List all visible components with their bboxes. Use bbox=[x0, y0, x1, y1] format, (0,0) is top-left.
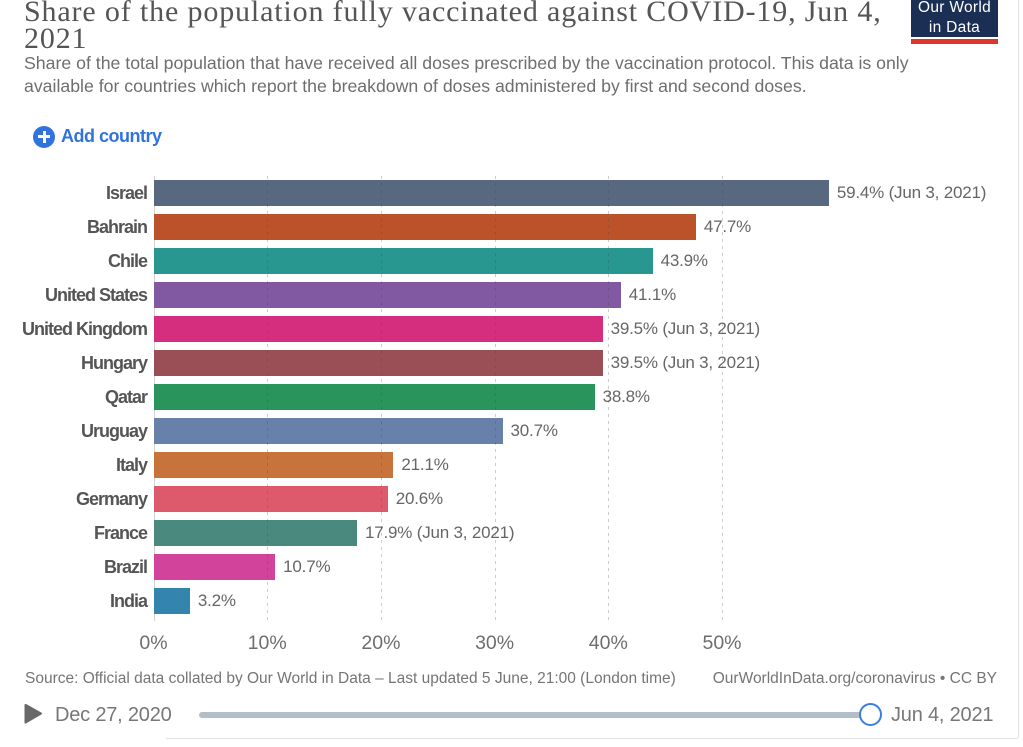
timeline: Dec 27, 2020 Jun 4, 2021 bbox=[0, 698, 1018, 734]
bar-israel[interactable] bbox=[153, 179, 829, 206]
bar-value-label: 38.8% bbox=[602, 386, 650, 406]
x-tick-label: 20% bbox=[361, 631, 401, 654]
bar-category-label[interactable]: France bbox=[93, 522, 148, 543]
bar-category-label[interactable]: United States bbox=[44, 284, 148, 305]
bar-united-kingdom[interactable] bbox=[153, 315, 603, 342]
bar-category-label[interactable]: Bahrain bbox=[86, 216, 148, 237]
bar-value-label: 43.9% bbox=[660, 250, 708, 270]
bar-germany[interactable] bbox=[153, 485, 388, 512]
bar-value-label: 41.1% bbox=[628, 284, 676, 304]
bar-chile[interactable] bbox=[153, 247, 653, 274]
bar-france[interactable] bbox=[153, 519, 358, 546]
bar-value-label: 47.7% bbox=[703, 216, 752, 236]
gridline bbox=[494, 176, 496, 621]
bar-value-label: 39.5% (Jun 3, 2021) bbox=[610, 318, 761, 338]
bar-category-label[interactable]: Brazil bbox=[103, 556, 148, 577]
bar-value-label: 39.5% (Jun 3, 2021) bbox=[610, 352, 761, 372]
bar-value-label: 30.7% bbox=[510, 420, 558, 440]
bar-value-label: 59.4% (Jun 3, 2021) bbox=[836, 182, 987, 202]
bar-value-label: 21.1% bbox=[401, 454, 449, 474]
bar-category-label[interactable]: United Kingdom bbox=[22, 318, 148, 339]
bar-united-states[interactable] bbox=[153, 281, 621, 308]
plus-icon bbox=[33, 125, 55, 148]
frame-bottom-border bbox=[166, 738, 1018, 739]
x-tick-label: 50% bbox=[702, 631, 742, 654]
bar-uruguay[interactable] bbox=[153, 417, 503, 444]
timeline-handle[interactable] bbox=[859, 703, 882, 726]
bar-italy[interactable] bbox=[153, 451, 394, 478]
play-icon bbox=[24, 703, 43, 724]
bar-value-label: 3.2% bbox=[197, 590, 236, 610]
license-note: OurWorldInData.org/coronavirus • CC BY bbox=[712, 670, 997, 687]
bar-category-label[interactable]: Uruguay bbox=[80, 420, 148, 441]
gridline bbox=[722, 176, 723, 621]
source-note: Source: Official data collated by Our Wo… bbox=[25, 670, 676, 687]
bar-qatar[interactable] bbox=[153, 383, 595, 410]
gridline bbox=[380, 176, 382, 621]
x-tick-label: 40% bbox=[588, 631, 628, 654]
bar-category-label[interactable]: Germany bbox=[75, 488, 148, 509]
bar-brazil[interactable] bbox=[153, 553, 276, 580]
bar-category-label[interactable]: Italy bbox=[115, 454, 148, 475]
bar-hungary[interactable] bbox=[153, 349, 603, 376]
timeline-track[interactable] bbox=[199, 712, 871, 718]
frame-right-border bbox=[1018, 0, 1019, 738]
timeline-start-date[interactable]: Dec 27, 2020 bbox=[55, 703, 172, 726]
bar-bahrain[interactable] bbox=[153, 213, 696, 240]
chart-subtitle: Share of the total population that have … bbox=[24, 53, 909, 96]
timeline-end-date[interactable]: Jun 4, 2021 bbox=[891, 703, 994, 726]
bar-value-label: 10.7% bbox=[283, 556, 331, 576]
add-country-label: Add country bbox=[61, 126, 162, 146]
bar-value-label: 20.6% bbox=[395, 488, 443, 508]
owid-logo-underline bbox=[911, 39, 998, 44]
x-tick-label: 10% bbox=[247, 631, 287, 654]
bar-category-label[interactable]: India bbox=[109, 590, 148, 611]
x-tick-label: 30% bbox=[475, 631, 515, 654]
bar-category-label[interactable]: Hungary bbox=[80, 352, 148, 373]
chart-title: Share of the population fully vaccinated… bbox=[24, 0, 882, 55]
owid-logo-box: Our World in Data bbox=[911, 0, 998, 37]
play-button[interactable] bbox=[22, 702, 44, 726]
gridline bbox=[608, 176, 610, 621]
owid-logo-line2: in Data bbox=[928, 19, 981, 36]
bar-category-label[interactable]: Israel bbox=[105, 182, 148, 203]
x-tick-label: 0% bbox=[139, 631, 168, 654]
owid-logo[interactable]: Our World in Data bbox=[911, 0, 998, 44]
bar-category-label[interactable]: Chile bbox=[107, 250, 148, 271]
add-country-button[interactable]: Add country bbox=[33, 124, 162, 149]
gridline bbox=[267, 176, 269, 621]
bar-india[interactable] bbox=[153, 587, 190, 614]
bar-value-label: 17.9% (Jun 3, 2021) bbox=[365, 522, 515, 542]
bar-category-label[interactable]: Qatar bbox=[104, 386, 148, 407]
owid-logo-line1: Our World bbox=[917, 0, 992, 16]
